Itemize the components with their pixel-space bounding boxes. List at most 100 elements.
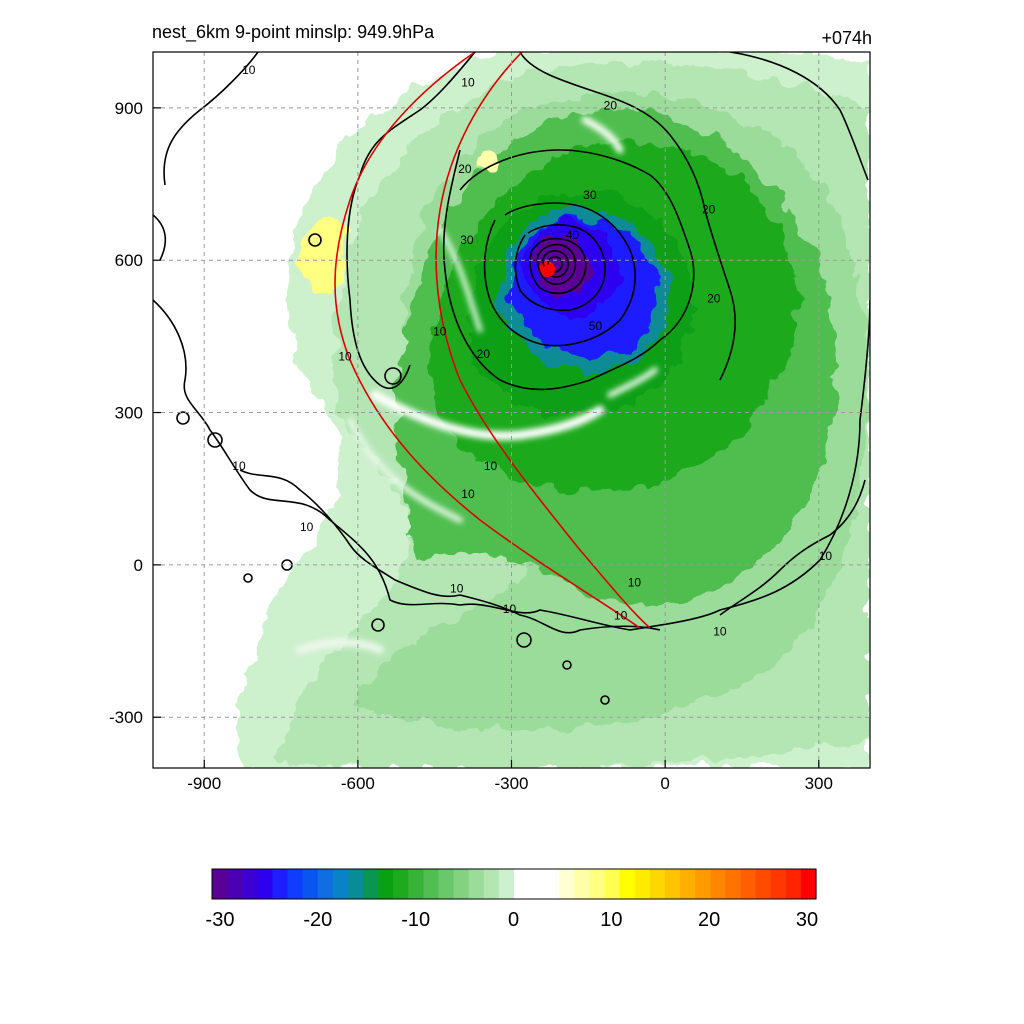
colorbar-swatch bbox=[649, 869, 666, 899]
svg-text:10: 10 bbox=[484, 459, 498, 473]
colorbar-swatch bbox=[710, 869, 726, 899]
contour-label: 20 bbox=[707, 291, 721, 305]
svg-text:10: 10 bbox=[628, 576, 642, 590]
contour-label: 10 bbox=[713, 624, 727, 638]
svg-text:10: 10 bbox=[300, 520, 314, 534]
colorbar-swatch bbox=[634, 869, 651, 899]
colorbar-swatch bbox=[785, 869, 802, 899]
contour-label: 40 bbox=[566, 228, 580, 242]
colorbar-label: 10 bbox=[600, 909, 622, 931]
colorbar-swatch bbox=[408, 869, 424, 899]
svg-text:20: 20 bbox=[477, 347, 491, 361]
colorbar-swatch bbox=[483, 869, 500, 899]
colorbar-swatch bbox=[332, 869, 349, 899]
shaded-field bbox=[153, 52, 870, 768]
contour-label: 20 bbox=[702, 202, 716, 216]
colorbar-swatch bbox=[589, 869, 606, 899]
contour-label: 10 bbox=[242, 63, 256, 77]
colorbar-swatch bbox=[665, 869, 681, 899]
colorbar-swatch bbox=[287, 869, 304, 899]
colorbar-swatch bbox=[514, 869, 530, 899]
colorbar-swatch bbox=[574, 869, 591, 899]
colorbar-swatch bbox=[498, 869, 515, 899]
colorbar-swatch bbox=[453, 869, 470, 899]
red-lines bbox=[334, 52, 651, 629]
y-tick-label: 300 bbox=[115, 404, 143, 423]
contour-label: 10 bbox=[614, 609, 628, 623]
colorbar-swatch bbox=[378, 869, 394, 899]
svg-text:40: 40 bbox=[566, 228, 580, 242]
colorbar-swatch bbox=[242, 869, 258, 899]
svg-text:10: 10 bbox=[461, 75, 475, 89]
x-tick-label: 300 bbox=[805, 774, 833, 793]
contour-label: 20 bbox=[477, 347, 491, 361]
colorbar-label: 0 bbox=[508, 909, 519, 931]
colorbar-swatch bbox=[393, 869, 409, 899]
colorbar-swatch bbox=[604, 869, 621, 899]
contour-label: 10 bbox=[484, 459, 498, 473]
x-tick-label: 0 bbox=[660, 774, 669, 793]
contour-label: 10 bbox=[503, 602, 517, 616]
svg-text:10: 10 bbox=[461, 487, 475, 501]
colorbar-label: 20 bbox=[698, 909, 720, 931]
contour-label: 30 bbox=[460, 233, 474, 247]
svg-text:10: 10 bbox=[614, 609, 628, 623]
y-tick-label: 600 bbox=[115, 251, 143, 270]
svg-text:10: 10 bbox=[450, 582, 464, 596]
colorbar-swatch bbox=[770, 869, 787, 899]
svg-text:10: 10 bbox=[433, 324, 447, 338]
contour-label: 10 bbox=[433, 324, 447, 338]
colorbar-label: -20 bbox=[303, 909, 332, 931]
colorbar-swatch bbox=[272, 869, 289, 899]
colorbar-swatch bbox=[257, 869, 273, 899]
svg-text:10: 10 bbox=[232, 459, 246, 473]
x-tick-label: -600 bbox=[341, 774, 375, 793]
colorbar-swatch bbox=[800, 869, 817, 899]
contour-label: 10 bbox=[461, 487, 475, 501]
colorbar-swatch bbox=[559, 869, 575, 899]
contour-label: 10 bbox=[338, 350, 352, 364]
contour-lines bbox=[153, 52, 870, 705]
storm-center-marker bbox=[542, 264, 555, 277]
svg-text:20: 20 bbox=[707, 291, 721, 305]
y-tick-label: 0 bbox=[134, 556, 143, 575]
colorbar-label: 30 bbox=[796, 909, 818, 931]
colorbar-swatch bbox=[212, 869, 228, 899]
y-tick-label: 900 bbox=[115, 99, 143, 118]
svg-text:50: 50 bbox=[589, 319, 603, 333]
svg-text:10: 10 bbox=[713, 624, 727, 638]
y-tick-label: -300 bbox=[109, 708, 143, 727]
contour-label: 10 bbox=[628, 576, 642, 590]
chart-title: nest_6km 9-point minslp: 949.9hPa bbox=[152, 22, 435, 42]
svg-text:20: 20 bbox=[604, 98, 618, 112]
colorbar-swatch bbox=[680, 869, 696, 899]
colorbar-swatch bbox=[619, 869, 636, 899]
colorbar-swatch bbox=[755, 869, 772, 899]
colorbar-frame bbox=[211, 868, 817, 900]
contour-label: 10 bbox=[819, 549, 833, 563]
svg-text:30: 30 bbox=[583, 188, 597, 202]
colorbar-label: -10 bbox=[401, 909, 430, 931]
svg-text:10: 10 bbox=[819, 549, 833, 563]
colorbar-swatch bbox=[302, 869, 319, 899]
contour-label: 50 bbox=[589, 319, 603, 333]
colorbar-swatch bbox=[347, 869, 364, 899]
forecast-hour-label: +074h bbox=[821, 28, 872, 48]
contour-label: 10 bbox=[300, 520, 314, 534]
svg-text:30: 30 bbox=[460, 233, 474, 247]
svg-text:10: 10 bbox=[503, 602, 517, 616]
contour-label: 10 bbox=[232, 459, 246, 473]
colorbar-swatch bbox=[468, 869, 485, 899]
colorbar-swatch bbox=[544, 869, 560, 899]
axes: -900 -600 -300 0 300 -300 0 300 600 900 bbox=[109, 99, 833, 793]
colorbar-swatch bbox=[529, 869, 545, 899]
svg-text:10: 10 bbox=[338, 350, 352, 364]
colorbar-swatch bbox=[317, 869, 334, 899]
svg-text:10: 10 bbox=[242, 63, 256, 77]
colorbar-label: -30 bbox=[206, 909, 235, 931]
colorbar-swatch bbox=[695, 869, 711, 899]
colorbar-swatch bbox=[438, 869, 455, 899]
contour-label: 10 bbox=[461, 75, 475, 89]
contour-label: 20 bbox=[604, 98, 618, 112]
